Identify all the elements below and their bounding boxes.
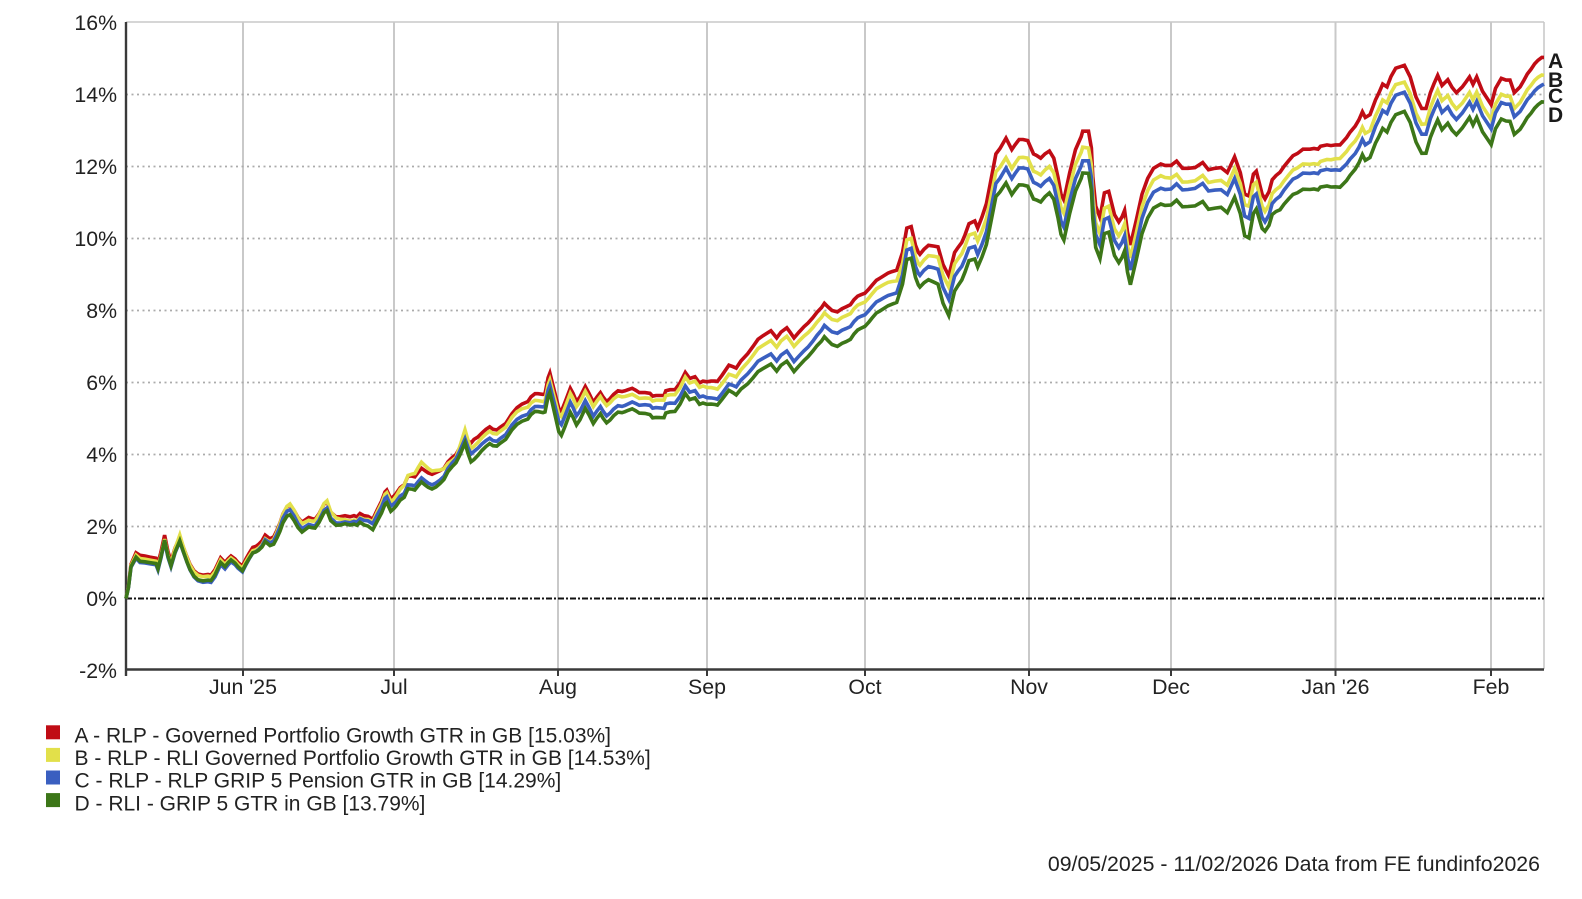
svg-text:A - RLP - Governed Portfolio G: A - RLP - Governed Portfolio Growth GTR …: [75, 725, 612, 748]
svg-text:8%: 8%: [86, 299, 117, 323]
svg-text:B: B: [1548, 69, 1563, 92]
svg-text:D: D: [1548, 104, 1563, 127]
svg-text:Jan '26: Jan '26: [1301, 675, 1369, 699]
svg-text:C: C: [1548, 85, 1563, 108]
svg-text:Jul: Jul: [380, 675, 407, 699]
svg-text:0%: 0%: [86, 587, 117, 611]
svg-text:09/05/2025 - 11/02/2026 Data f: 09/05/2025 - 11/02/2026 Data from FE fun…: [1048, 852, 1540, 876]
svg-text:C - RLP - RLP GRIP 5 Pension G: C - RLP - RLP GRIP 5 Pension GTR in GB […: [75, 770, 562, 793]
svg-text:2%: 2%: [86, 515, 117, 539]
svg-text:10%: 10%: [74, 227, 117, 251]
svg-text:Feb: Feb: [1473, 675, 1510, 699]
svg-text:Sep: Sep: [688, 675, 726, 699]
svg-text:6%: 6%: [86, 371, 117, 395]
svg-text:-2%: -2%: [79, 659, 117, 683]
svg-text:12%: 12%: [74, 155, 117, 179]
svg-text:Aug: Aug: [539, 675, 577, 699]
svg-text:Dec: Dec: [1152, 675, 1190, 699]
svg-text:A: A: [1548, 50, 1563, 73]
svg-text:D - RLI - GRIP 5 GTR in GB [13: D - RLI - GRIP 5 GTR in GB [13.79%]: [75, 792, 426, 815]
svg-text:14%: 14%: [74, 83, 117, 107]
svg-text:B - RLP - RLI Governed Portfol: B - RLP - RLI Governed Portfolio Growth …: [75, 747, 651, 770]
svg-text:Oct: Oct: [848, 675, 881, 699]
svg-text:4%: 4%: [86, 443, 117, 467]
svg-text:Jun '25: Jun '25: [209, 675, 277, 699]
svg-text:16%: 16%: [74, 11, 117, 35]
svg-text:Nov: Nov: [1010, 675, 1048, 699]
